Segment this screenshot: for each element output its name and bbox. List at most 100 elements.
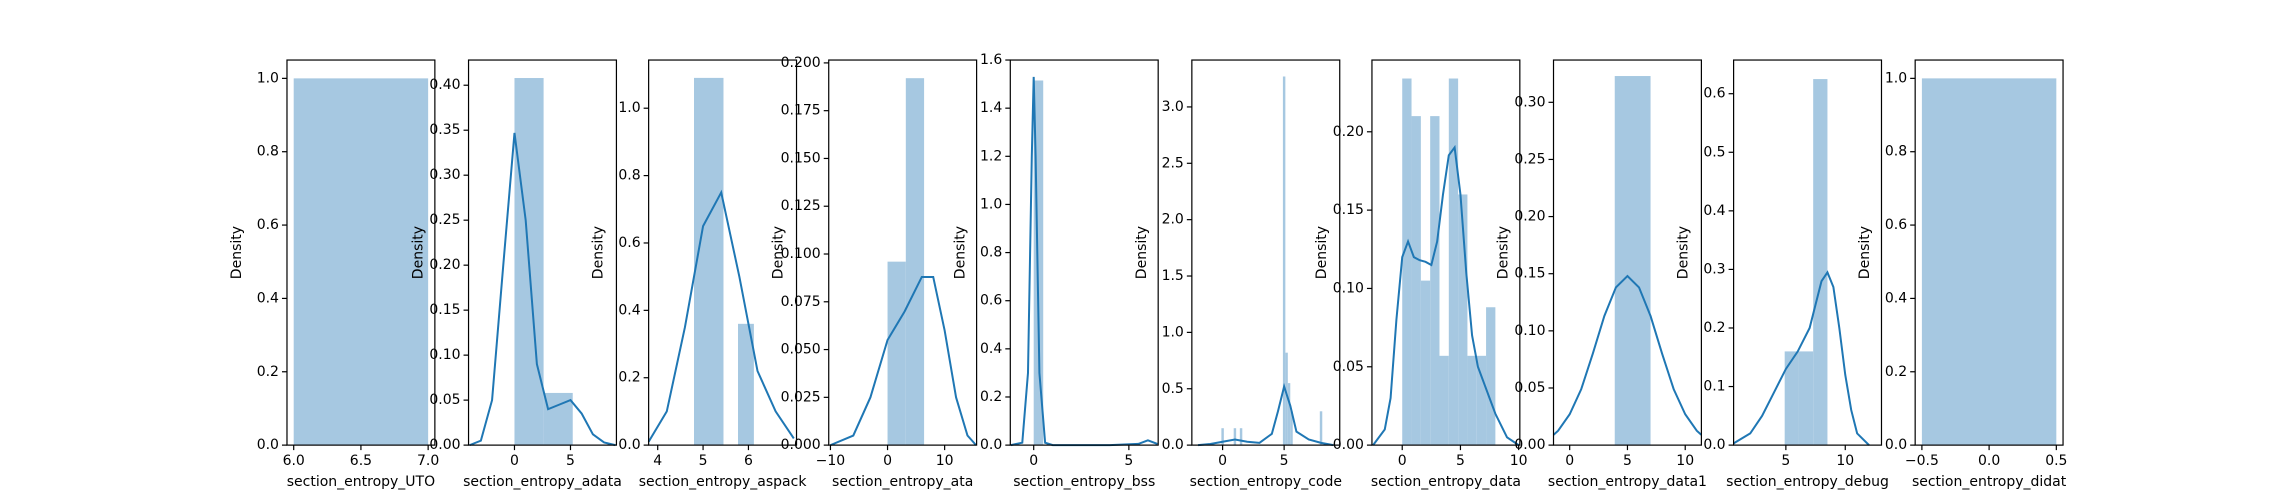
x-axis-label: section_entropy_ata — [832, 474, 973, 490]
x-tick-label: 5 — [1781, 453, 1790, 469]
kde-line — [1372, 144, 1520, 446]
hist-bar — [1420, 280, 1431, 446]
hist-bar — [1402, 78, 1412, 446]
y-tick-label: 0.6 — [257, 217, 279, 233]
y-tick-label: 0.100 — [781, 246, 821, 262]
y-tick-label: 0.0 — [980, 437, 1002, 453]
y-tick-label: 0.8 — [980, 245, 1002, 261]
y-tick-label: 0.200 — [781, 55, 821, 71]
x-tick-label: 5 — [1280, 453, 1289, 469]
y-tick-label: 1.0 — [618, 100, 640, 116]
kde-line — [1197, 382, 1334, 447]
y-tick-label: 0.0 — [257, 437, 279, 453]
axes-frame — [467, 59, 618, 446]
y-tick-label: 1.0 — [1885, 70, 1907, 86]
axes-frame — [1191, 59, 1341, 446]
x-axis-label: section_entropy_adata — [463, 474, 622, 490]
hist-bar — [1458, 194, 1468, 446]
y-axis-label: Density — [229, 226, 245, 279]
y-tick-label: 1.0 — [980, 196, 1002, 212]
hist-bar — [1221, 428, 1224, 446]
x-axis-label: section_entropy_debug — [1726, 474, 1889, 490]
y-tick-label: 0.025 — [781, 389, 821, 405]
x-tick-label: 5 — [1456, 453, 1465, 469]
hist-bar — [1448, 78, 1459, 446]
y-tick-label: 0.050 — [781, 342, 821, 358]
x-tick-label: 10 — [936, 453, 954, 469]
x-tick-label: 0 — [1565, 453, 1574, 469]
y-tick-label: 0.15 — [429, 302, 460, 318]
x-tick-label: 6.5 — [350, 453, 372, 469]
x-tick-label: 5 — [699, 453, 708, 469]
y-tick-label: 1.5 — [1162, 268, 1184, 284]
y-tick-label: 0.2 — [1703, 320, 1725, 336]
y-tick-label: 2.5 — [1162, 155, 1184, 171]
hist-bar — [1282, 76, 1286, 446]
y-tick-label: 0.6 — [618, 235, 640, 251]
axes-frame — [1371, 59, 1521, 446]
kde-line — [1010, 76, 1158, 447]
y-tick-label: 0.4 — [257, 290, 279, 306]
y-axis-label: Density — [1676, 226, 1692, 279]
y-axis-label: Density — [1496, 226, 1512, 279]
x-tick-label: 0.0 — [1978, 453, 2000, 469]
hist-bar — [1287, 383, 1291, 446]
hist-bar — [738, 323, 754, 446]
y-tick-label: 0.3 — [1703, 261, 1725, 277]
x-tick-label: 0 — [883, 453, 892, 469]
x-tick-label: 0 — [1029, 453, 1038, 469]
y-tick-label: 0.4 — [980, 341, 1002, 357]
y-tick-label: 0.00 — [1333, 437, 1364, 453]
hist-bar — [1476, 355, 1487, 446]
hist-bar — [1430, 116, 1440, 446]
x-axis-label: section_entropy_didat — [1912, 474, 2067, 490]
y-tick-label: 0.2 — [980, 389, 1002, 405]
y-tick-label: 0.10 — [1514, 323, 1545, 339]
y-tick-label: 0.40 — [429, 77, 460, 93]
axes-frame — [828, 59, 978, 446]
kde-line — [647, 189, 795, 443]
y-tick-label: 0.20 — [1514, 209, 1545, 225]
y-tick-label: 0.4 — [1703, 203, 1725, 219]
x-tick-label: 5 — [1124, 453, 1133, 469]
x-tick-label: 7.0 — [417, 453, 439, 469]
y-axis-label: Density — [1857, 226, 1873, 279]
y-tick-label: 0.0 — [1162, 437, 1184, 453]
y-tick-label: 1.0 — [257, 70, 279, 86]
x-axis-label: section_entropy_data — [1371, 474, 1521, 490]
kde-line — [1733, 270, 1870, 446]
y-tick-label: 0.075 — [781, 294, 821, 310]
hist-bar — [1921, 78, 2057, 446]
kde-line — [469, 132, 616, 447]
y-tick-label: 0.000 — [781, 437, 821, 453]
x-tick-label: 10 — [1510, 453, 1528, 469]
y-tick-label: 0.8 — [618, 168, 640, 184]
hist-bar — [293, 78, 429, 446]
y-tick-label: 0.25 — [429, 212, 460, 228]
y-tick-label: 0.10 — [1333, 280, 1364, 296]
hist-bar — [1467, 355, 1477, 446]
x-axis-label: section_entropy_bss — [1013, 474, 1155, 490]
y-tick-label: 0.20 — [429, 257, 460, 273]
x-tick-label: 5 — [1623, 453, 1632, 469]
hist-bar — [1411, 116, 1421, 446]
y-tick-label: 2.0 — [1162, 212, 1184, 228]
y-tick-label: 0.05 — [1333, 359, 1364, 375]
y-tick-label: 1.6 — [980, 52, 1002, 68]
hist-bar — [887, 261, 906, 446]
x-tick-label: 0 — [1218, 453, 1227, 469]
y-axis-label: Density — [1314, 226, 1330, 279]
y-tick-label: 0.6 — [1885, 217, 1907, 233]
x-tick-label: 4 — [653, 453, 662, 469]
hist-bar — [1486, 307, 1496, 446]
y-tick-label: 0.20 — [1333, 124, 1364, 140]
y-tick-label: 1.2 — [980, 148, 1002, 164]
hist-bar — [694, 77, 724, 446]
x-tick-label: 10 — [1836, 453, 1854, 469]
hist-bar — [1239, 428, 1243, 446]
y-tick-label: 0.00 — [1514, 437, 1545, 453]
y-tick-label: 0.5 — [1703, 144, 1725, 160]
y-tick-label: 0.10 — [429, 347, 460, 363]
y-tick-label: 0.0 — [1885, 437, 1907, 453]
